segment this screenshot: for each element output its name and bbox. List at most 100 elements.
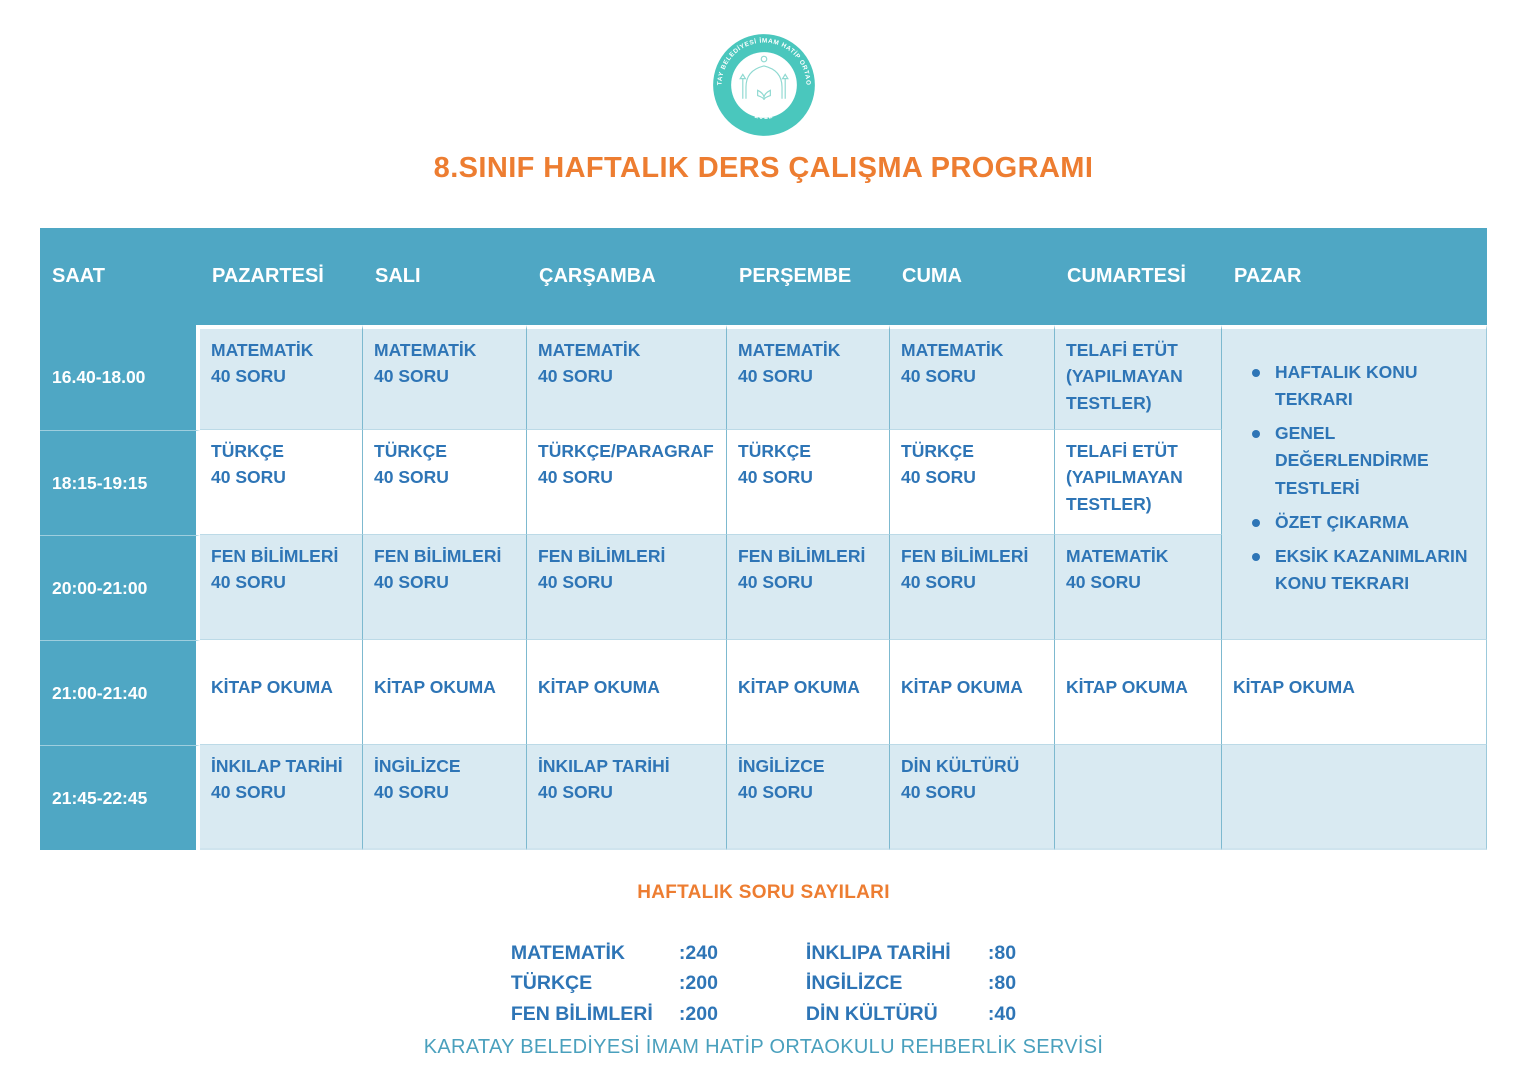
schedule-cell: MATEMATİK 40 SORU [527, 325, 727, 430]
summary-label: İNGİLİZCE [805, 972, 903, 995]
col-header-pazartesi: PAZARTESİ [200, 228, 363, 325]
schedule-cell: KİTAP OKUMA [527, 640, 727, 745]
cell-subject: MATEMATİK [374, 340, 477, 360]
cell-questions: 40 SORU [538, 366, 613, 387]
cell-questions: 40 SORU [901, 782, 976, 803]
cell-questions: 40 SORU [374, 366, 449, 387]
col-header-pazar: PAZAR [1222, 228, 1487, 325]
cell-questions: 40 SORU [374, 572, 449, 593]
cell-subject: TELAFİ ETÜT [1066, 340, 1178, 360]
table-row: 20:00-21:00 FEN BİLİMLERİ 40 SORU FEN Bİ… [40, 535, 1487, 640]
summary-value: :80 [987, 972, 1017, 995]
summary-value: :40 [987, 1002, 1017, 1025]
schedule-cell: KİTAP OKUMA [1055, 640, 1222, 745]
cell-subject: TÜRKÇE [374, 441, 447, 461]
cell-subject: TELAFİ ETÜT [1066, 441, 1178, 461]
col-header-sali: SALI [363, 228, 527, 325]
cell-subject: KİTAP OKUMA [1066, 677, 1188, 697]
schedule-cell: TÜRKÇE 40 SORU [363, 430, 527, 535]
cell-subject: İNGİLİZCE [374, 756, 461, 776]
schedule-cell: TÜRKÇE 40 SORU [200, 430, 363, 535]
cell-questions: 40 SORU [738, 782, 813, 803]
schedule-cell: KİTAP OKUMA [1222, 640, 1487, 745]
time-slot-label: 21:00-21:40 [40, 640, 200, 745]
summary-row: İNGİLİZCE :80 [806, 970, 1016, 996]
schedule-cell: MATEMATİK 40 SORU [363, 325, 527, 430]
cell-subject: MATEMATİK [538, 340, 641, 360]
summary-right-column: İNKLIPA TARİHİ :80 İNGİLİZCE :80 DİN KÜL… [806, 940, 1016, 1031]
schedule-cell: MATEMATİK 40 SORU [1055, 535, 1222, 640]
table-row: 18:15-19:15 TÜRKÇE 40 SORU TÜRKÇE 40 SOR… [40, 430, 1487, 535]
cell-questions: 40 SORU [738, 467, 813, 488]
cell-questions: 40 SORU [538, 467, 613, 488]
cell-questions: 40 SORU [738, 366, 813, 387]
sunday-notes-cell: HAFTALIK KONU TEKRARI GENEL DEĞERLENDİRM… [1222, 325, 1487, 640]
cell-subject: FEN BİLİMLERİ [538, 546, 666, 566]
summary-row: TÜRKÇE :200 [511, 970, 718, 996]
cell-subject: TÜRKÇE [901, 441, 974, 461]
logo-inner-circle [730, 52, 797, 118]
schedule-cell: TELAFİ ETÜT (YAPILMAYAN TESTLER) [1055, 325, 1222, 430]
summary-columns: MATEMATİK :240 TÜRKÇE :200 FEN BİLİMLERİ… [0, 940, 1527, 1031]
list-item: GENEL DEĞERLENDİRME TESTLERİ [1243, 420, 1468, 501]
time-slot-label: 21:45-22:45 [40, 745, 200, 850]
summary-row: DİN KÜLTÜRÜ :40 [806, 1001, 1016, 1027]
table-row: 21:45-22:45 İNKILAP TARİHİ 40 SORU İNGİL… [40, 745, 1487, 850]
cell-questions: 40 SORU [1066, 572, 1141, 593]
cell-questions: 40 SORU [738, 572, 813, 593]
cell-questions: (YAPILMAYAN TESTLER) [1066, 366, 1183, 413]
cell-subject: DİN KÜLTÜRÜ [901, 756, 1020, 776]
schedule-cell [1222, 745, 1487, 850]
schedule-table: SAAT PAZARTESİ SALI ÇARŞAMBA PERŞEMBE CU… [40, 228, 1487, 850]
summary-label: MATEMATİK [510, 942, 625, 964]
sunday-notes-list: HAFTALIK KONU TEKRARI GENEL DEĞERLENDİRM… [1243, 359, 1468, 597]
header-row: SAAT PAZARTESİ SALI ÇARŞAMBA PERŞEMBE CU… [40, 228, 1487, 325]
schedule-cell: MATEMATİK 40 SORU [727, 325, 890, 430]
cell-subject: KİTAP OKUMA [538, 677, 660, 697]
summary-value: :200 [678, 972, 718, 995]
cell-subject: FEN BİLİMLERİ [211, 546, 339, 566]
cell-subject: KİTAP OKUMA [738, 677, 860, 697]
cell-questions: 40 SORU [211, 366, 286, 387]
schedule-cell: KİTAP OKUMA [890, 640, 1055, 745]
schedule-cell: FEN BİLİMLERİ 40 SORU [200, 535, 363, 640]
cell-questions: 40 SORU [901, 467, 976, 488]
col-header-cuma: CUMA [890, 228, 1055, 325]
cell-subject: MATEMATİK [211, 340, 314, 360]
cell-questions: 40 SORU [211, 572, 286, 593]
footer-text: KARATAY BELEDİYESİ İMAM HATİP ORTAOKULU … [423, 1036, 1104, 1058]
cell-subject: TÜRKÇE/PARAGRAF [538, 441, 714, 461]
summary-label: FEN BİLİMLERİ [510, 1002, 653, 1025]
schedule-cell: TÜRKÇE 40 SORU [727, 430, 890, 535]
cell-questions: 40 SORU [538, 782, 613, 803]
cell-questions: 40 SORU [374, 782, 449, 803]
cell-questions: 40 SORU [901, 366, 976, 387]
cell-subject: KİTAP OKUMA [374, 677, 496, 697]
summary-value: :240 [678, 942, 718, 964]
summary-row: İNKLIPA TARİHİ :80 [806, 940, 1016, 966]
list-item: HAFTALIK KONU TEKRARI [1243, 359, 1468, 413]
summary-value: :80 [987, 942, 1017, 964]
schedule-cell: İNGİLİZCE 40 SORU [363, 745, 527, 850]
table-row: 21:00-21:40 KİTAP OKUMA KİTAP OKUMA KİTA… [40, 640, 1487, 745]
schedule-cell: FEN BİLİMLERİ 40 SORU [363, 535, 527, 640]
page-title: 8.SINIF HAFTALIK DERS ÇALIŞMA PROGRAMI [433, 152, 1094, 184]
weekly-question-summary: HAFTALIK SORU SAYILARI MATEMATİK :240 TÜ… [0, 882, 1527, 1031]
cell-subject: KİTAP OKUMA [211, 677, 333, 697]
time-slot-label: 20:00-21:00 [40, 535, 200, 640]
col-header-cumartesi: CUMARTESİ [1055, 228, 1222, 325]
logo-year: 2012 [753, 113, 773, 121]
summary-left-column: MATEMATİK :240 TÜRKÇE :200 FEN BİLİMLERİ… [511, 940, 718, 1031]
schedule-cell: İNGİLİZCE 40 SORU [727, 745, 890, 850]
table-row: 16.40-18.00 MATEMATİK 40 SORU MATEMATİK … [40, 325, 1487, 640]
cell-subject: MATEMATİK [901, 340, 1004, 360]
cell-subject: TÜRKÇE [211, 441, 284, 461]
schedule-cell: FEN BİLİMLERİ 40 SORU [527, 535, 727, 640]
schedule-cell: DİN KÜLTÜRÜ 40 SORU [890, 745, 1055, 850]
cell-subject: KİTAP OKUMA [1233, 677, 1355, 697]
time-slot-label: 18:15-19:15 [40, 430, 200, 535]
cell-questions: 40 SORU [901, 572, 976, 593]
col-header-carsamba: ÇARŞAMBA [527, 228, 727, 325]
summary-row: FEN BİLİMLERİ :200 [511, 1001, 718, 1027]
